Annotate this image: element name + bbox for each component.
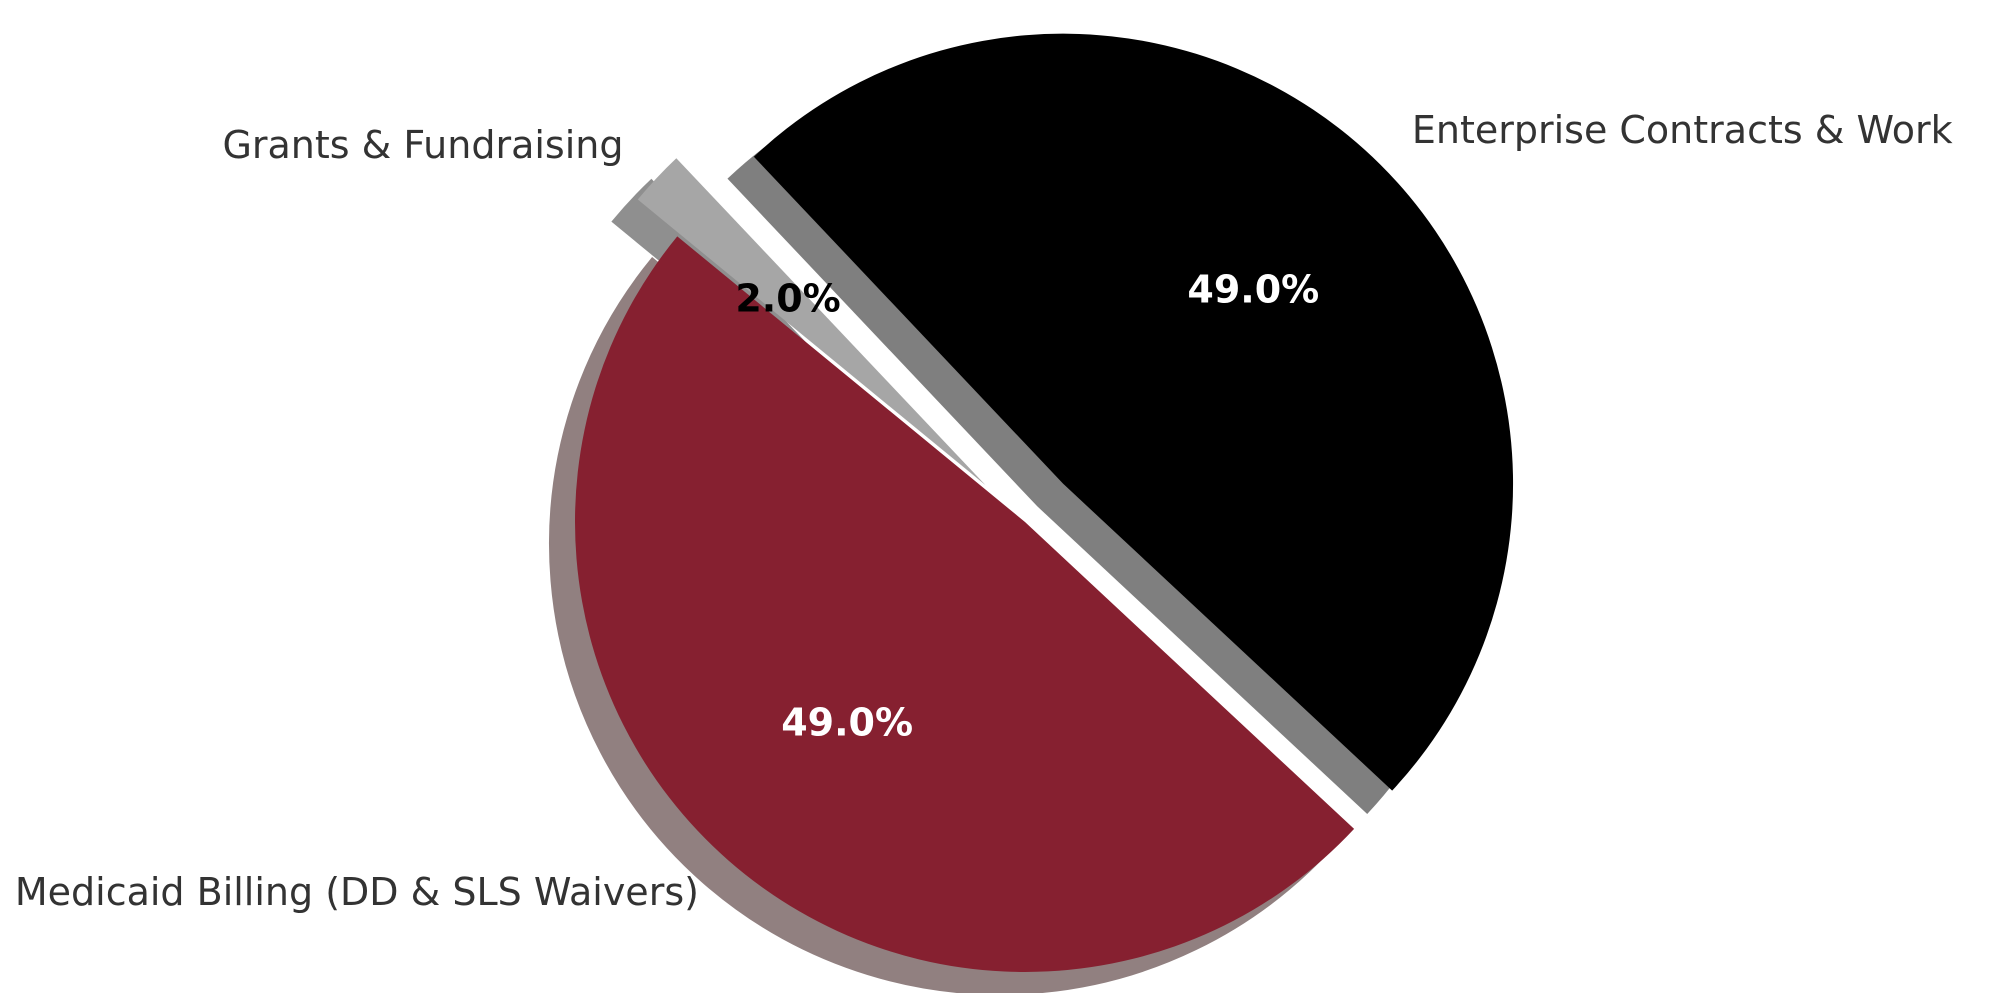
pie-slice-grants-fundraising xyxy=(637,158,986,486)
slice-pct-medicaid-billing-dd-sls-waivers: 49.0% xyxy=(781,701,913,745)
slice-label-medicaid-billing-dd-sls-waivers: Medicaid Billing (DD & SLS Waivers) xyxy=(15,870,699,914)
slice-label-enterprise-contracts-work: Enterprise Contracts & Work xyxy=(1412,108,1953,152)
pie-slice-medicaid-billing-dd-sls-waivers xyxy=(575,236,1355,972)
slice-pct-enterprise-contracts-work: 49.0% xyxy=(1187,268,1319,312)
pie-slices xyxy=(575,33,1514,972)
slice-pct-grants-fundraising: 2.0% xyxy=(735,277,840,321)
pie-slice-enterprise-contracts-work xyxy=(753,33,1514,791)
slice-label-grants-fundraising: Grants & Fundraising xyxy=(222,123,623,167)
slice-labels: Enterprise Contracts & Work 49.0% Grants &… xyxy=(15,108,1953,914)
